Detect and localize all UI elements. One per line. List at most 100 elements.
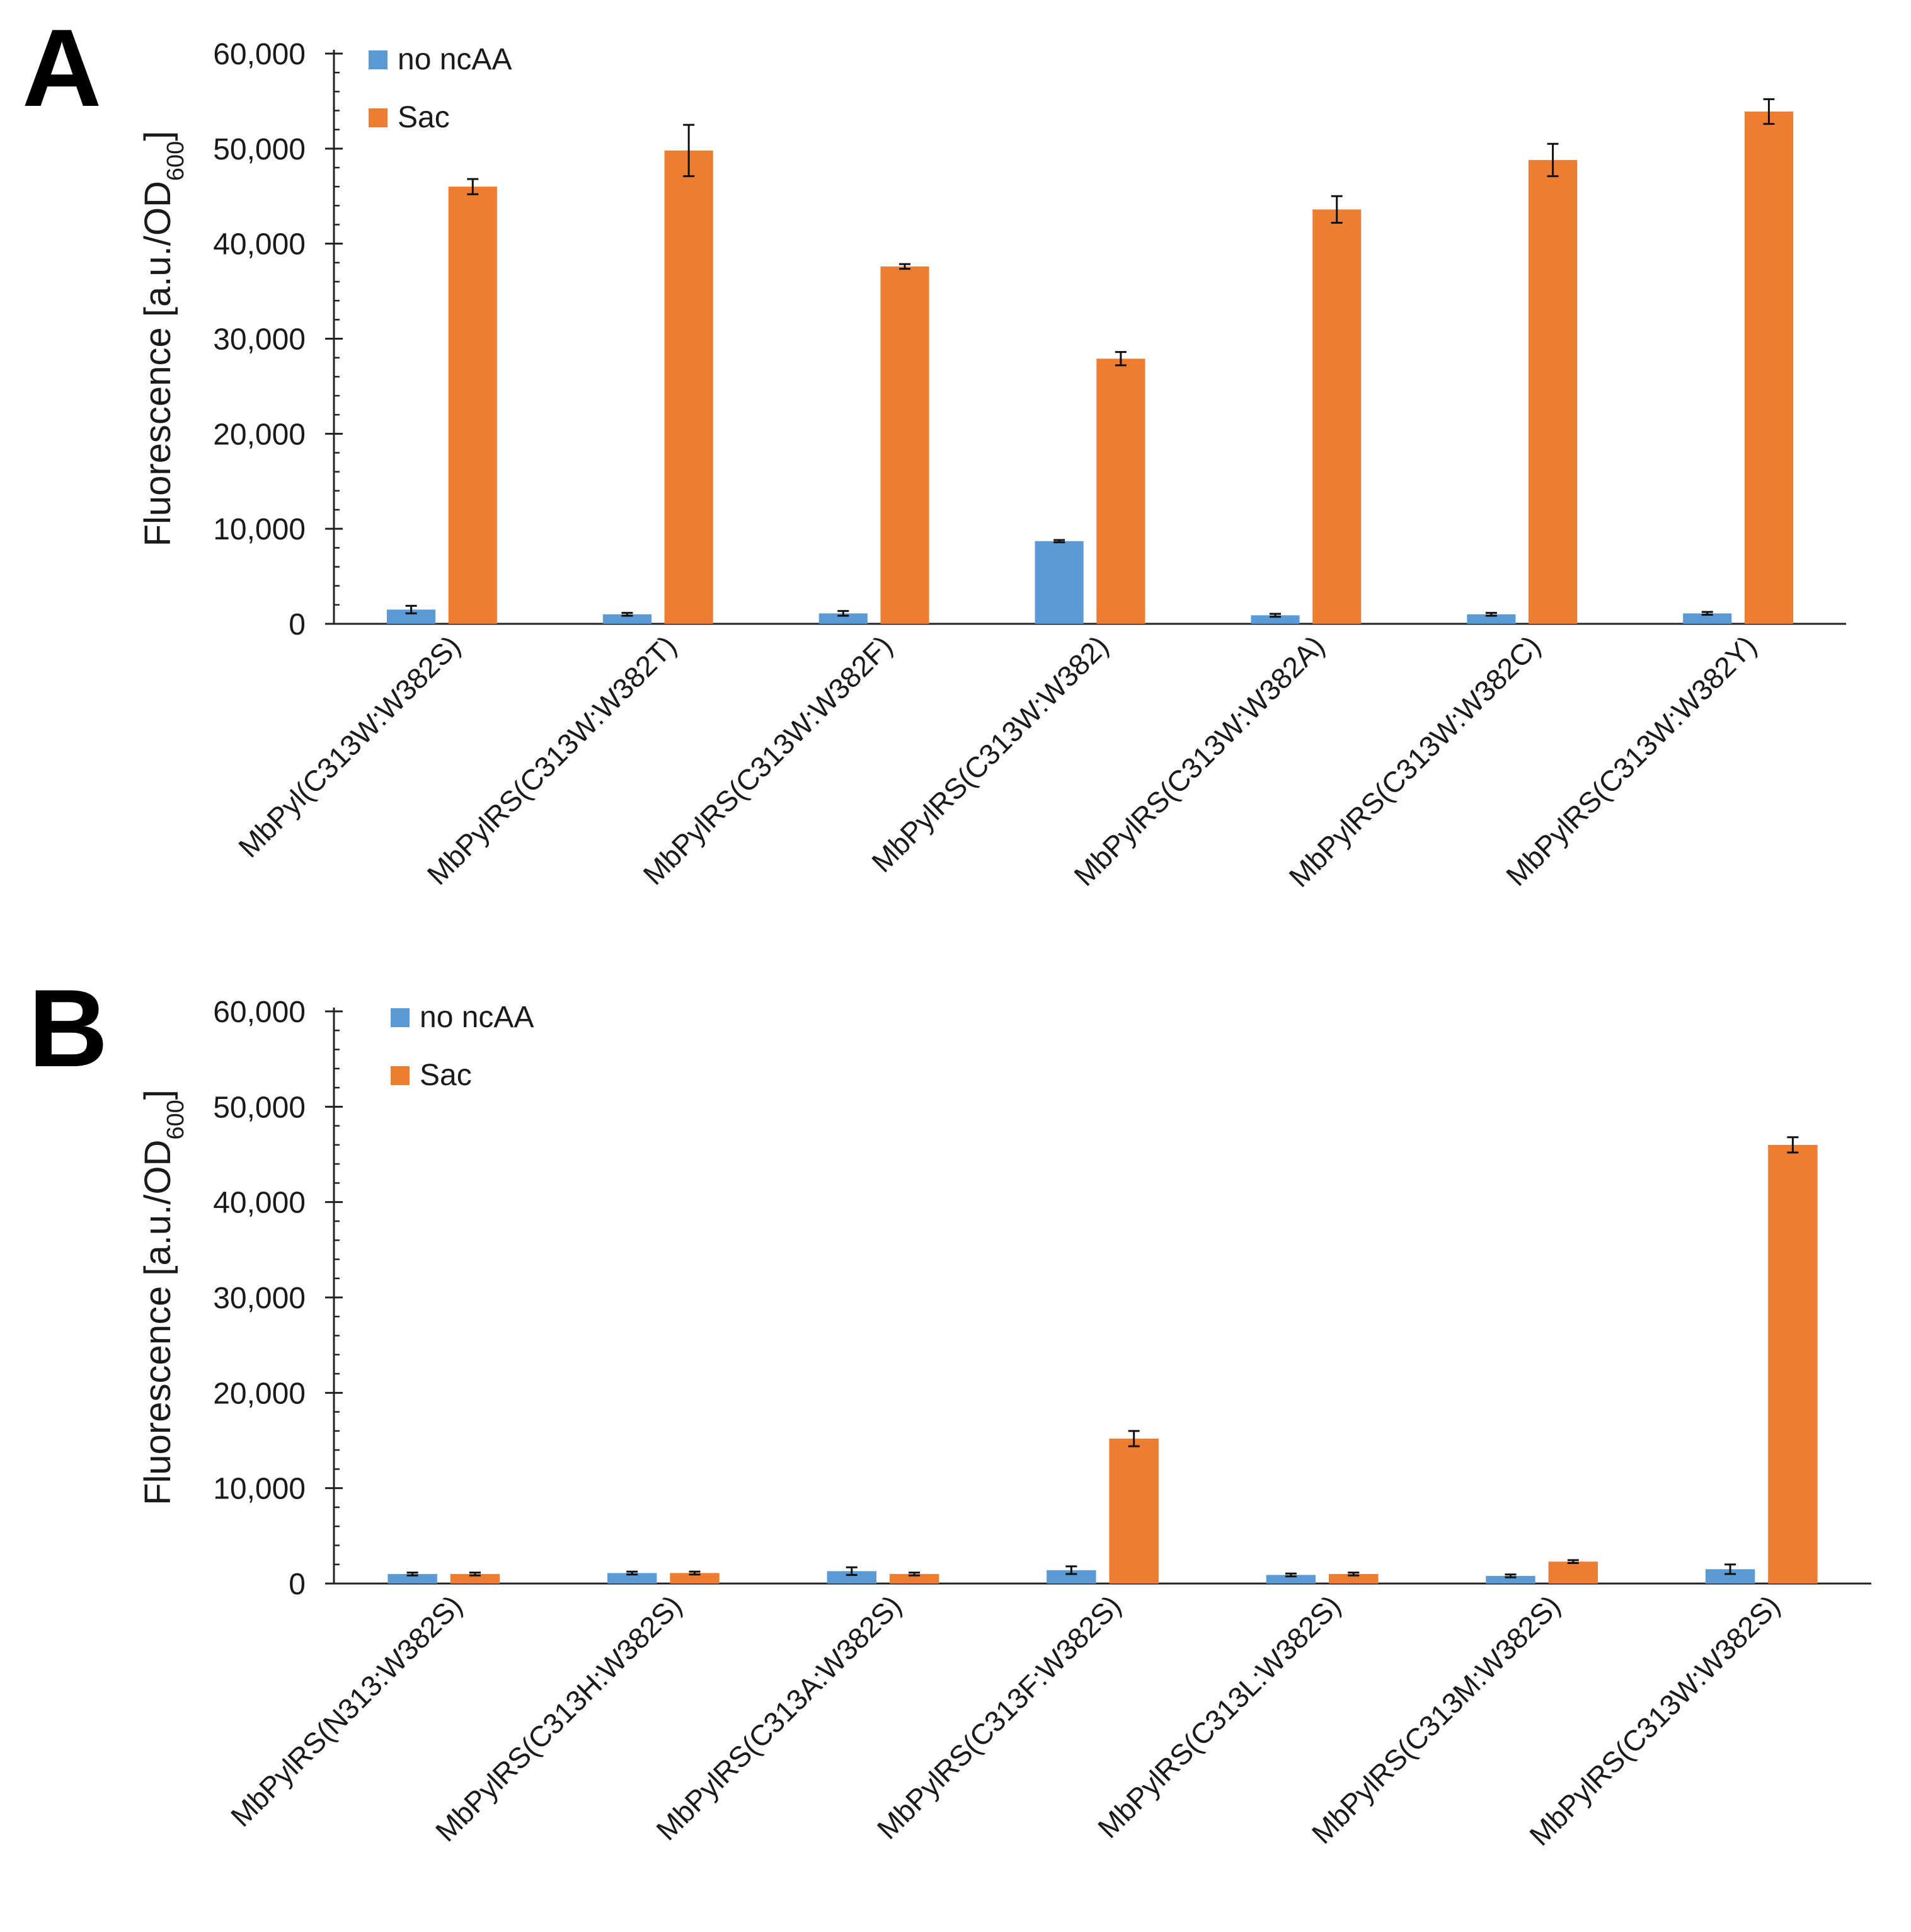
panel-b-error-bar-no-ncaa-2 — [626, 1570, 638, 1576]
panel-b-bar-no-ncaa-7 — [1705, 1569, 1755, 1584]
panel-b-error-bar-sac-1 — [469, 1572, 481, 1577]
panel-a-error-bar-no-ncaa-5 — [1270, 612, 1281, 618]
panel-a-error-bar-no-ncaa-4 — [1053, 539, 1065, 544]
panel-b-y-tick-label: 20,000 — [213, 1377, 306, 1410]
panel-a-bar-no-ncaa-7 — [1683, 613, 1732, 624]
panel-a: A 0 10,000 20,000 30,000 40,000 50,000 60,000 Fl… — [22, 7, 1846, 894]
panel-a-y-tick-label: 50,000 — [213, 133, 306, 166]
panel-a-category-label: MbPylRS(C313W:W382F) — [636, 629, 898, 891]
panel-b-bar-no-ncaa-3 — [827, 1571, 876, 1584]
panel-a-bar-no-ncaa-5 — [1251, 615, 1300, 624]
panel-b-y-tick-label: 50,000 — [213, 1091, 306, 1124]
panel-b-bar-sac-5 — [1329, 1573, 1379, 1584]
panel-b-y-tick-label: 10,000 — [213, 1473, 306, 1506]
panel-b-error-bar-sac-7 — [1787, 1136, 1799, 1154]
panel-b-error-bar-no-ncaa-4 — [1065, 1565, 1077, 1575]
panel-a-error-bar-sac-6 — [1547, 142, 1559, 178]
panel-b-y-tick-label: 60,000 — [213, 996, 306, 1029]
panel-a-category-label: MbPylRS(C313W:W382Y) — [1500, 629, 1763, 892]
panel-a-y-tick-label: 0 — [289, 608, 306, 641]
panel-a-error-bar-no-ncaa-1 — [405, 604, 417, 614]
panel-b-category-label: MbPylRS(C313M:W382S) — [1306, 1589, 1567, 1850]
panel-a-bar-no-ncaa-2 — [602, 614, 651, 624]
panel-a-category-label: MbPylRS(C313W:W382) — [865, 629, 1115, 878]
panel-a-bar-no-ncaa-6 — [1467, 614, 1516, 624]
panel-a-category-label: MbPylRS(C313W:W382A) — [1067, 629, 1331, 892]
panel-b-legend-swatch — [391, 1066, 410, 1085]
panel-b-bar-no-ncaa-1 — [387, 1573, 437, 1584]
panel-b-error-bar-sac-4 — [1128, 1430, 1140, 1447]
panel-b-error-bar-no-ncaa-6 — [1505, 1573, 1517, 1578]
panel-b-bar-sac-1 — [450, 1573, 500, 1584]
panel-b-bar-no-ncaa-6 — [1486, 1575, 1535, 1584]
panel-b: B 0 10,000 20,000 30,000 40,000 50,000 60,000 Fl… — [28, 967, 1871, 1852]
panel-b-error-bar-sac-5 — [1348, 1572, 1360, 1577]
panel-a-y-tick-label: 10,000 — [213, 513, 306, 546]
panel-b-category-label: MbPylRS(N313:W382S) — [224, 1589, 468, 1832]
panel-a-error-bar-sac-4 — [1115, 351, 1127, 367]
panel-a-bar-sac-7 — [1744, 112, 1793, 624]
panel-b-error-bar-sac-3 — [909, 1572, 921, 1577]
panel-b-error-bar-no-ncaa-3 — [846, 1566, 858, 1576]
panel-b-category-label: MbPylRS(C313A:W382S) — [650, 1589, 907, 1846]
panel-a-error-bar-no-ncaa-2 — [621, 612, 633, 617]
panel-a-legend-label: Sac — [398, 101, 450, 134]
panel-a-error-bar-no-ncaa-7 — [1701, 611, 1713, 616]
panel-a-error-bar-sac-3 — [899, 263, 910, 270]
panel-a-error-bar-sac-1 — [467, 178, 479, 195]
panel-a-y-tick-label: 20,000 — [213, 418, 306, 451]
panel-b-category-label: MbPylRS(C313H:W382S) — [429, 1589, 688, 1848]
panel-b-legend-label: no ncAA — [420, 1001, 534, 1034]
panel-a-y-tick-label: 40,000 — [213, 228, 306, 262]
panel-b-legend-label: Sac — [420, 1059, 472, 1092]
panel-b-y-tick-label: 40,000 — [213, 1187, 306, 1220]
panel-b-error-bar-no-ncaa-7 — [1724, 1563, 1736, 1575]
panel-a-bar-sac-3 — [880, 266, 929, 624]
panel-a-bar-no-ncaa-4 — [1035, 541, 1084, 624]
panel-a-legend-swatch — [369, 50, 387, 69]
panel-b-error-bar-no-ncaa-1 — [406, 1572, 418, 1577]
panel-b-error-bar-no-ncaa-5 — [1285, 1572, 1297, 1578]
panel-a-error-bar-no-ncaa-3 — [837, 610, 849, 617]
panel-b-category-label: MbPylRS(C313W:W382S) — [1523, 1589, 1786, 1852]
panel-a-category-label: MbPylRS(C313W:W382C) — [1282, 629, 1546, 893]
panel-b-error-bar-sac-6 — [1567, 1559, 1579, 1564]
panel-b-bar-sac-6 — [1548, 1561, 1598, 1584]
panel-a-category-label: MbPylRS(C313W:W382T) — [421, 629, 683, 891]
panel-a-letter: A — [22, 7, 101, 130]
panel-b-y-tick-label: 0 — [289, 1568, 306, 1601]
panel-b-bar-no-ncaa-2 — [607, 1573, 657, 1584]
panel-a-legend-label: no ncAA — [398, 43, 512, 76]
panel-a-y-tick-label: 30,000 — [213, 323, 306, 357]
panel-a-error-bar-sac-7 — [1763, 98, 1775, 125]
panel-a-bar-no-ncaa-1 — [387, 609, 436, 624]
panel-a-bar-sac-2 — [664, 150, 713, 624]
panel-b-bar-sac-3 — [889, 1573, 939, 1584]
panel-b-error-bar-sac-2 — [689, 1570, 701, 1576]
panel-a-y-axis-title: Fluorescence [a.u./OD600] — [137, 131, 189, 547]
panel-b-category-label: MbPylRS(C313F:W382S) — [871, 1589, 1127, 1845]
panel-b-bar-sac-2 — [670, 1573, 720, 1584]
panel-a-bar-sac-4 — [1096, 359, 1145, 624]
panel-b-category-label: MbPylRS(C313L:W382S) — [1091, 1589, 1347, 1844]
panel-a-error-bar-sac-2 — [683, 124, 695, 178]
panel-a-error-bar-sac-5 — [1331, 195, 1343, 224]
panel-a-category-label: MbPyl(C313W:W382S) — [232, 629, 466, 863]
panel-a-bar-sac-6 — [1529, 159, 1578, 624]
panel-b-legend-swatch — [391, 1008, 410, 1027]
panel-a-error-bar-no-ncaa-6 — [1485, 612, 1497, 617]
panel-b-bar-no-ncaa-4 — [1047, 1570, 1096, 1584]
panel-b-bar-no-ncaa-5 — [1266, 1575, 1316, 1584]
panel-a-bar-sac-5 — [1312, 209, 1362, 624]
panel-b-y-axis-title: Fluorescence [a.u./OD600] — [137, 1090, 189, 1505]
panel-a-bar-sac-1 — [448, 187, 497, 624]
panel-a-y-tick-label: 60,000 — [213, 38, 306, 71]
panel-b-letter: B — [28, 967, 108, 1090]
panel-b-bar-sac-7 — [1768, 1144, 1818, 1584]
panel-a-legend-swatch — [369, 108, 387, 127]
panel-a-bar-no-ncaa-3 — [818, 613, 868, 624]
panel-b-bar-sac-4 — [1109, 1438, 1159, 1584]
panel-b-y-tick-label: 30,000 — [213, 1282, 306, 1315]
